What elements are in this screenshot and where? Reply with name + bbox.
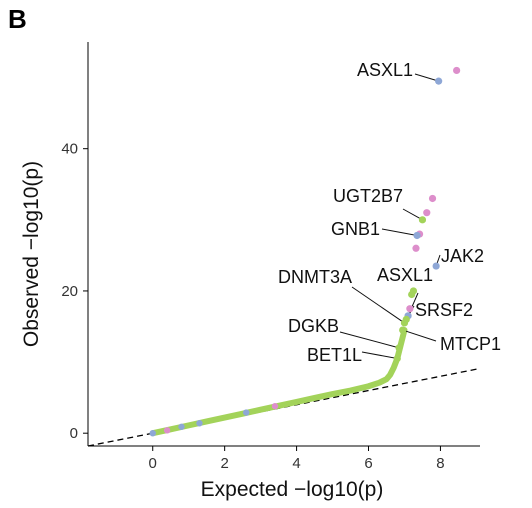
panel-label: B — [8, 4, 27, 34]
y-tick-label: 40 — [61, 141, 78, 158]
gene-label: UGT2B7 — [333, 186, 403, 206]
gene-label: MTCP1 — [440, 334, 501, 354]
gene-label: BET1L — [307, 345, 362, 365]
data-point — [149, 429, 156, 437]
data-point — [432, 262, 440, 270]
gene-label: SRSF2 — [415, 300, 473, 320]
gene-label: ASXL1 — [377, 265, 433, 285]
data-point — [412, 244, 420, 252]
data-point — [395, 344, 403, 352]
data-point — [428, 194, 437, 203]
null-reference-line — [87, 367, 481, 447]
data-point — [243, 409, 250, 416]
x-tick-label: 2 — [220, 455, 228, 472]
y-tick-label: 20 — [61, 283, 78, 300]
x-tick-label: 8 — [436, 455, 444, 472]
gene-label: ASXL1 — [357, 60, 413, 80]
data-point — [271, 402, 279, 410]
data-point — [408, 290, 416, 299]
bulk-points — [149, 327, 408, 437]
y-tick-label: 0 — [70, 425, 78, 442]
y-axis-title: Observed −log10(p) — [20, 161, 43, 347]
leader-line — [402, 329, 437, 342]
gene-label: JAK2 — [441, 246, 484, 266]
leader-line — [402, 208, 423, 221]
gene-label: GNB1 — [331, 219, 380, 239]
leader-line — [361, 351, 398, 360]
x-tick-label: 0 — [149, 455, 157, 472]
data-point — [418, 216, 427, 224]
leader-line — [339, 331, 400, 349]
data-point — [163, 427, 171, 434]
data-point — [423, 209, 431, 217]
gene-label: DNMT3A — [278, 267, 352, 287]
data-point — [435, 77, 443, 85]
data-point — [393, 354, 401, 363]
data-point — [453, 66, 461, 75]
x-tick-label: 6 — [364, 455, 372, 472]
data-point — [400, 319, 409, 327]
x-tick-label: 4 — [292, 455, 300, 472]
data-point — [406, 305, 414, 313]
data-point — [413, 231, 421, 240]
gene-label: DGKB — [288, 316, 339, 336]
leader-line — [414, 73, 439, 82]
leader-line — [381, 228, 418, 236]
leader-line — [351, 286, 405, 324]
x-axis-title: Expected −log10(p) — [201, 478, 384, 501]
data-point — [196, 420, 203, 427]
data-point — [178, 423, 185, 430]
data-point — [399, 326, 407, 334]
